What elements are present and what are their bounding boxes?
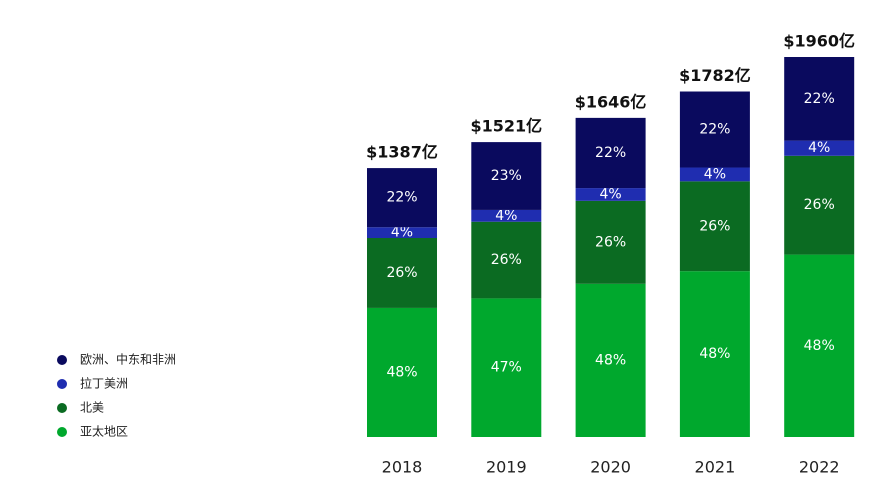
bar-segment xyxy=(784,57,855,141)
total-label: $1960亿 xyxy=(783,32,855,51)
bar-segment xyxy=(679,91,750,168)
bar-segment xyxy=(471,209,542,222)
segment-label: 4% xyxy=(391,225,413,241)
segment-label: 48% xyxy=(699,346,730,362)
legend-text: 亚太地区 xyxy=(80,424,128,439)
segment-label: 47% xyxy=(491,360,522,376)
x-tick-label: 2022 xyxy=(799,458,840,477)
bar-segment xyxy=(367,307,437,437)
legend-dot xyxy=(57,427,67,437)
segment-label: 26% xyxy=(595,234,626,250)
segment-label: 22% xyxy=(595,145,626,161)
segment-label: 22% xyxy=(386,190,417,206)
legend-text: 北美 xyxy=(80,401,104,415)
bar-segment xyxy=(784,155,855,255)
bar-segment xyxy=(367,227,437,239)
bar-segment xyxy=(471,221,542,299)
bar-segment xyxy=(575,188,646,201)
segment-label: 48% xyxy=(804,338,835,354)
legend-dot xyxy=(57,379,67,389)
x-tick-label: 2019 xyxy=(486,458,527,477)
bar-segment xyxy=(367,168,437,228)
segment-label: 22% xyxy=(699,122,730,138)
x-tick-label: 2021 xyxy=(695,458,736,477)
segment-label: 26% xyxy=(386,265,417,281)
legend-dot xyxy=(57,355,67,365)
bar-segment xyxy=(679,271,750,437)
legend-dot xyxy=(57,403,67,413)
segment-label: 48% xyxy=(595,352,626,368)
segment-label: 22% xyxy=(804,91,835,107)
total-label: $1782亿 xyxy=(679,66,751,85)
bar-segment xyxy=(471,298,542,437)
segment-label: 26% xyxy=(491,252,522,268)
bar-segment xyxy=(575,200,646,284)
bar-segment xyxy=(679,167,750,182)
bar-segment xyxy=(471,142,542,210)
segment-label: 4% xyxy=(495,208,517,224)
legend-text: 拉丁美洲 xyxy=(80,376,128,391)
bar-segment xyxy=(575,117,646,189)
x-tick-label: 2020 xyxy=(590,458,631,477)
total-label: $1646亿 xyxy=(575,92,647,111)
legend-text: 欧洲、中东和非洲 xyxy=(80,352,176,367)
segment-label: 26% xyxy=(804,197,835,213)
bar-segment xyxy=(575,283,646,437)
total-label: $1387亿 xyxy=(366,143,438,162)
bar-segment xyxy=(784,140,855,156)
segment-label: 23% xyxy=(491,168,522,184)
segment-label: 4% xyxy=(599,186,621,202)
segment-label: 26% xyxy=(699,218,730,234)
total-label: $1521亿 xyxy=(470,117,542,136)
segment-label: 4% xyxy=(808,140,830,156)
bar-segment xyxy=(784,254,855,437)
bar-segment xyxy=(679,181,750,272)
x-tick-label: 2018 xyxy=(382,458,423,477)
segment-label: 4% xyxy=(704,166,726,182)
bar-segment xyxy=(367,238,437,308)
segment-label: 48% xyxy=(386,364,417,380)
